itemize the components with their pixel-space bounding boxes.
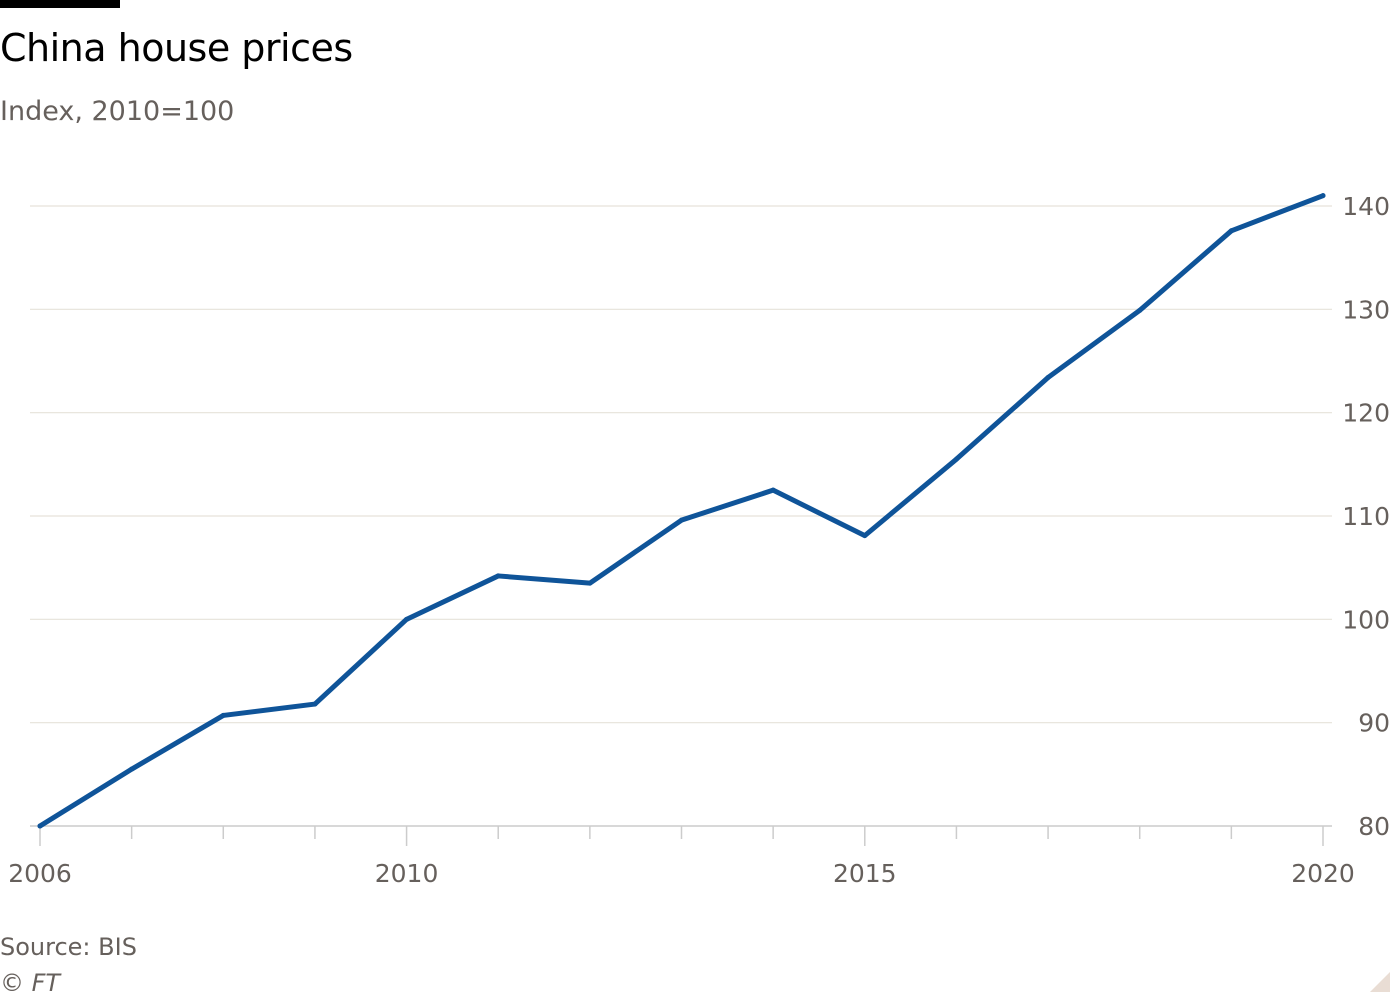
data-point-2009 (312, 701, 318, 707)
data-point-2014 (770, 487, 776, 493)
y-axis: 80 90 100 110 120 130 140 (1342, 192, 1390, 841)
x-tick-label-2020: 2020 (1291, 859, 1355, 888)
data-point-2016 (953, 456, 959, 462)
data-point-2018 (1137, 307, 1143, 313)
data-point-2010 (404, 616, 410, 622)
x-tick-label-2015: 2015 (833, 859, 897, 888)
chart-title: China house prices (0, 26, 353, 70)
y-tick-label-90: 90 (1358, 709, 1390, 738)
data-point-2015 (862, 533, 868, 539)
x-axis: 2006 2010 2015 2020 (8, 825, 1355, 888)
data-point-2020 (1320, 193, 1326, 199)
y-tick-label-80: 80 (1358, 812, 1390, 841)
chart-subtitle: Index, 2010=100 (0, 96, 235, 127)
resize-corner-icon (1370, 972, 1390, 992)
gridlines (30, 205, 1332, 724)
data-point-2019 (1228, 228, 1234, 234)
data-point-2008 (220, 712, 226, 718)
source-note: Source: BIS (0, 933, 137, 961)
y-tick-label-120: 120 (1342, 399, 1390, 428)
data-point-2006 (37, 823, 43, 829)
y-tick-label-140: 140 (1342, 192, 1390, 221)
data-point-2012 (587, 580, 593, 586)
data-point-2011 (495, 573, 501, 579)
y-tick-label-110: 110 (1342, 502, 1390, 531)
series-line-0 (37, 193, 1326, 829)
copyright-note: © FT (0, 969, 61, 997)
y-tick-label-100: 100 (1342, 605, 1390, 634)
data-point-2017 (1045, 375, 1051, 381)
data-point-2013 (679, 517, 684, 523)
y-tick-label-130: 130 (1342, 295, 1390, 324)
x-tick-label-2010: 2010 (375, 859, 439, 888)
series-layer (37, 193, 1326, 829)
brand-bar (0, 0, 120, 8)
x-tick-label-2006: 2006 (8, 859, 72, 888)
data-point-2007 (129, 766, 135, 772)
